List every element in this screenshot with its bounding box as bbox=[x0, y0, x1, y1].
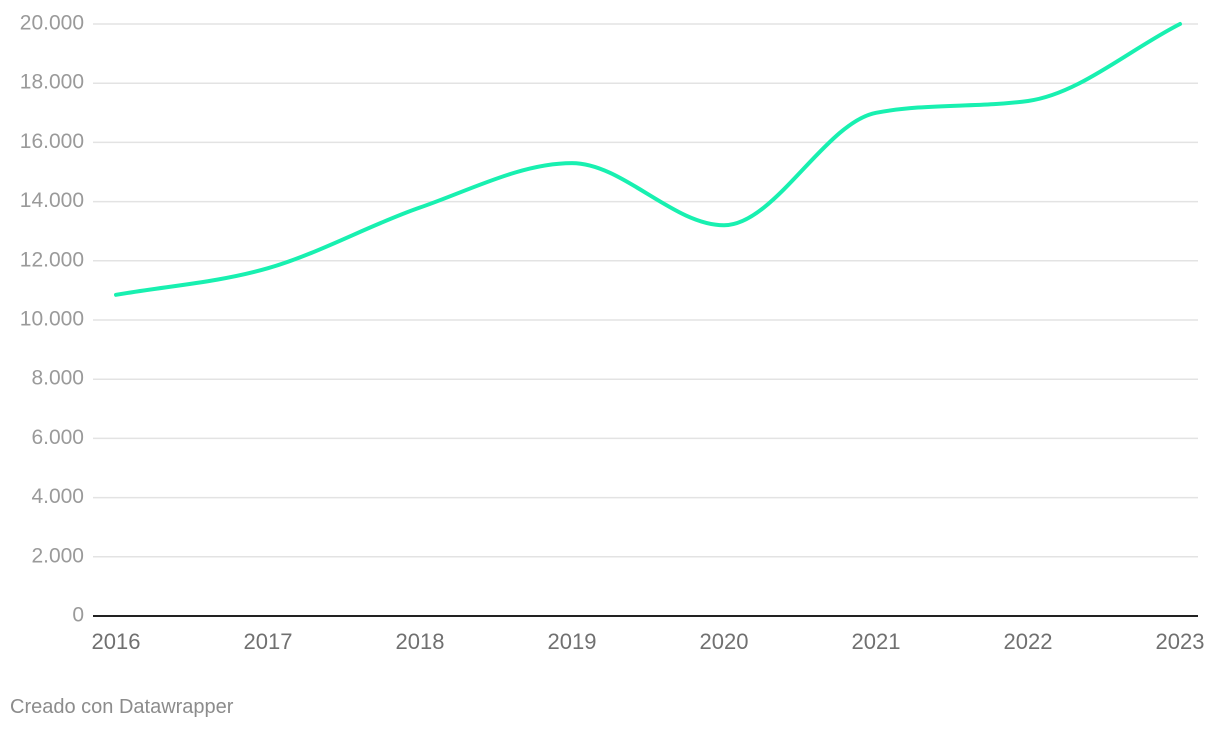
credit-text: Creado con Datawrapper bbox=[10, 696, 234, 718]
x-tick-label: 2017 bbox=[244, 629, 293, 654]
x-tick-label: 2021 bbox=[852, 629, 901, 654]
y-tick-label: 4.000 bbox=[31, 485, 84, 508]
x-tick-label: 2020 bbox=[700, 629, 749, 654]
x-axis-tick-labels: 2016 2017 2018 2019 2020 2021 2022 2023 bbox=[92, 629, 1205, 654]
y-tick-label: 0 bbox=[72, 604, 84, 627]
y-tick-label: 6.000 bbox=[31, 426, 84, 449]
y-tick-label: 8.000 bbox=[31, 367, 84, 390]
series-line-0 bbox=[114, 22, 1182, 297]
x-tick-label: 2018 bbox=[396, 629, 445, 654]
gridlines bbox=[93, 23, 1198, 558]
y-tick-label: 20.000 bbox=[20, 12, 84, 35]
y-tick-label: 12.000 bbox=[20, 248, 84, 271]
x-tick-label: 2023 bbox=[1156, 629, 1205, 654]
x-tick-label: 2016 bbox=[92, 629, 141, 654]
y-axis-tick-labels: 0 2.000 4.000 6.000 8.000 10.000 12.000 14.000 1… bbox=[20, 12, 84, 627]
y-tick-label: 16.000 bbox=[20, 130, 84, 153]
line-chart: 0 2.000 4.000 6.000 8.000 10.000 12.000 14.000 1… bbox=[20, 12, 1205, 654]
x-tick-label: 2019 bbox=[548, 629, 597, 654]
y-tick-label: 14.000 bbox=[20, 189, 84, 212]
y-tick-label: 18.000 bbox=[20, 71, 84, 94]
x-tick-label: 2022 bbox=[1004, 629, 1053, 654]
y-tick-label: 2.000 bbox=[31, 544, 84, 567]
y-tick-label: 10.000 bbox=[20, 308, 84, 331]
series-lines bbox=[114, 22, 1182, 297]
